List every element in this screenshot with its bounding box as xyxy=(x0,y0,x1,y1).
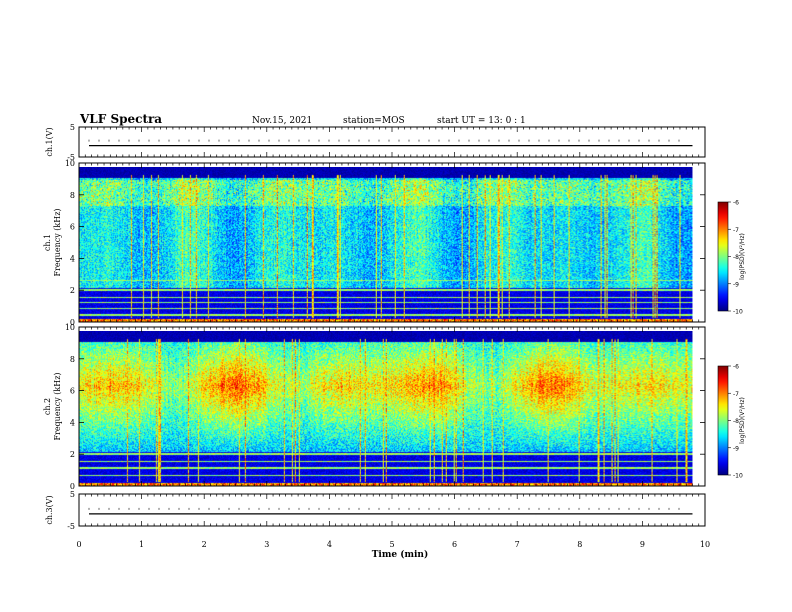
y-tick-label: 5 xyxy=(70,123,75,132)
ch2-colorbar: -6 -7 -8 -9 -10 log(PSD)(V²/Hz) xyxy=(717,364,746,480)
y-axis-label: ch.3(V) xyxy=(45,495,54,524)
colorbar-tick-label: -7 xyxy=(733,391,739,398)
y-axis-label-line1: ch.2 xyxy=(43,398,52,415)
x-tick-label: 3 xyxy=(264,540,269,549)
x-tick-label: 4 xyxy=(327,540,332,549)
colorbar-tick-label: -7 xyxy=(733,227,739,234)
x-tick-label: 10 xyxy=(700,540,710,549)
y-tick-label: 8 xyxy=(70,355,75,364)
ch1-spectrogram-image xyxy=(79,167,693,322)
ch1-spectrogram-panel: 0 2 4 6 8 10 ch.1 Frequency (kHz) xyxy=(43,159,706,327)
y-tick-label: 4 xyxy=(70,418,75,427)
colorbar-tick-label: -8 xyxy=(733,254,739,261)
y-tick-label: 8 xyxy=(70,191,75,200)
colorbar-tick-label: -10 xyxy=(733,309,743,316)
ch1-waveform-panel: 5 -5 ch.1(V) xyxy=(45,123,706,162)
x-tick-label: 9 xyxy=(640,540,645,549)
colorbar-tick-label: -10 xyxy=(733,473,743,480)
x-tick-label: 2 xyxy=(202,540,207,549)
y-tick-label: 6 xyxy=(70,387,75,396)
y-tick-label: 0 xyxy=(70,318,75,327)
ch2-spectrogram-image xyxy=(79,331,693,486)
x-tick-label: 0 xyxy=(76,540,81,549)
colorbar-tick-label: -6 xyxy=(733,364,739,371)
y-tick-label: 0 xyxy=(70,482,75,491)
y-tick-label: 6 xyxy=(70,223,75,232)
y-tick-label: 2 xyxy=(70,286,75,295)
x-tick-label: 1 xyxy=(139,540,144,549)
y-axis-label-line2: Frequency (kHz) xyxy=(53,372,62,440)
colorbar-bar xyxy=(717,365,729,476)
y-tick-label: 2 xyxy=(70,450,75,459)
x-axis-label: Time (min) xyxy=(372,549,429,560)
x-tick-label: 7 xyxy=(515,540,520,549)
colorbar-label: log(PSD)(V²/Hz) xyxy=(739,397,746,444)
ch1-colorbar: -6 -7 -8 -9 -10 log(PSD)(V²/Hz) xyxy=(717,200,746,316)
colorbar-bar xyxy=(717,201,729,312)
y-tick-label: -5 xyxy=(67,522,75,531)
y-tick-label: 4 xyxy=(70,254,75,263)
colorbar-label: log(PSD)(V²/Hz) xyxy=(739,233,746,280)
y-tick-label: 10 xyxy=(65,323,75,332)
station-label: station=MOS xyxy=(343,116,405,126)
time-axis: 0 1 2 3 4 5 6 7 8 9 10 xyxy=(76,540,710,549)
y-tick-label: 10 xyxy=(65,159,75,168)
y-axis-label-line2: Frequency (kHz) xyxy=(53,208,62,276)
ch2-spectrogram-panel: 0 2 4 6 8 10 ch.2 Frequency (kHz) xyxy=(43,323,706,491)
figure-title: VLF Spectra xyxy=(79,112,162,126)
x-tick-label: 5 xyxy=(389,540,394,549)
colorbar-tick-label: -9 xyxy=(733,281,739,288)
colorbar-tick-label: -9 xyxy=(733,445,739,452)
x-tick-label: 8 xyxy=(577,540,582,549)
colorbar-tick-label: -6 xyxy=(733,200,739,207)
colorbar-tick-label: -8 xyxy=(733,418,739,425)
x-tick-label: 6 xyxy=(452,540,457,549)
y-tick-label: -5 xyxy=(67,153,75,162)
y-axis-label-line1: ch.1 xyxy=(43,234,52,251)
start-time-label: start UT = 13: 0 : 1 xyxy=(437,116,526,126)
date-label: Nov.15, 2021 xyxy=(252,116,312,126)
ch3-waveform-panel: 5 -5 ch.3(V) xyxy=(45,490,706,531)
y-tick-label: 5 xyxy=(70,490,75,499)
y-axis-label: ch.1(V) xyxy=(45,127,54,156)
